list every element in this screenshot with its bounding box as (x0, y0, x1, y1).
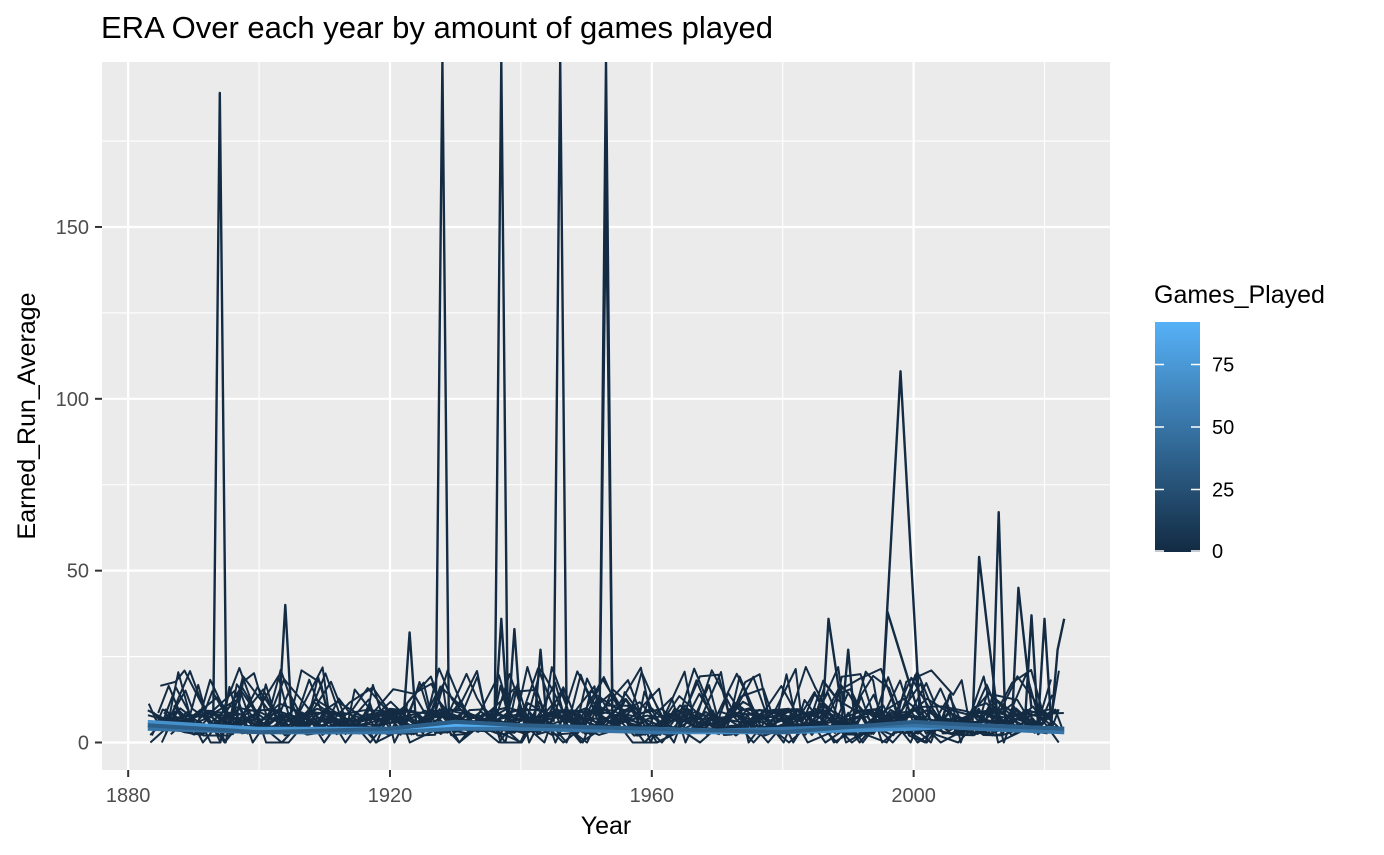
legend-tick-label: 50 (1212, 417, 1234, 439)
series-line-spike (277, 603, 293, 722)
legend-tick-label: 25 (1212, 480, 1234, 502)
y-tick-label: 0 (78, 733, 89, 755)
y-tick-label: 100 (56, 389, 89, 411)
series-line-baseline (147, 719, 1065, 735)
x-tick-label: 1960 (630, 785, 675, 807)
x-tick-label: 1880 (106, 785, 151, 807)
x-tick-label: 2000 (891, 785, 936, 807)
series-line-noise (164, 668, 1054, 737)
y-axis-ticks: 0 50 100 150 (56, 217, 102, 755)
series-line-spike (991, 511, 1007, 726)
y-tick-label: 50 (67, 561, 89, 583)
series-line-spike (493, 62, 509, 726)
series-line-spike (552, 62, 568, 726)
data-series (147, 62, 1066, 744)
series-line-noise (164, 666, 1055, 735)
x-tick-label: 1920 (368, 785, 413, 807)
legend-tick-label: 75 (1212, 355, 1234, 377)
series-line-spike (532, 648, 549, 729)
y-tick-label: 150 (56, 217, 89, 239)
chart-title: ERA Over each year by amount of games pl… (101, 10, 773, 45)
legend-tick-label: 0 (1212, 541, 1223, 563)
legend: Games_Played 0 25 50 75 (1154, 281, 1325, 563)
x-axis-ticks: 1880 1920 1960 2000 (106, 770, 936, 807)
x-axis-title: Year (581, 812, 632, 840)
legend-ticks: 0 25 50 75 (1155, 355, 1234, 563)
series-line-spike (434, 62, 451, 726)
series-line-spike (879, 370, 922, 722)
series-line-spike (971, 555, 1000, 726)
series-line-noise (171, 670, 1057, 744)
series-line-spike (598, 184, 614, 726)
legend-colorbar (1155, 322, 1200, 552)
legend-title: Games_Played (1154, 281, 1325, 309)
y-axis-title: Earned_Run_Average (13, 293, 41, 540)
series-line-spike (212, 91, 228, 722)
